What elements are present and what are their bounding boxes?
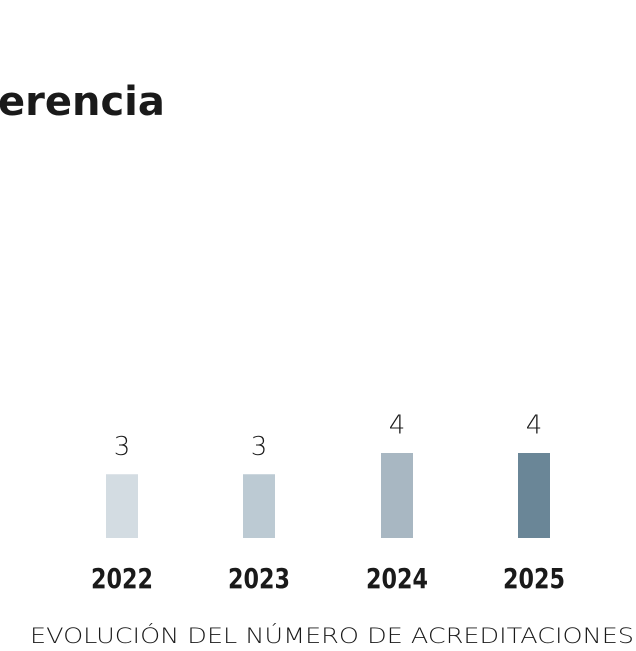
bar <box>381 453 413 538</box>
chart-caption: EVOLUCIÓN DEL NÚMERO DE ACREDITACIONES <box>30 623 634 648</box>
value-label: 4 <box>526 411 543 441</box>
bar <box>106 474 138 538</box>
page-title: erencia <box>0 79 165 125</box>
value-label: 3 <box>114 432 131 462</box>
x-tick-label: 2022 <box>91 562 153 595</box>
x-tick-label: 2023 <box>228 562 290 595</box>
x-tick-label: 2025 <box>503 562 565 595</box>
value-label: 4 <box>389 411 406 441</box>
x-tick-label: 2024 <box>366 562 428 595</box>
bar <box>243 474 275 538</box>
value-label: 3 <box>251 432 268 462</box>
bar <box>518 453 550 538</box>
